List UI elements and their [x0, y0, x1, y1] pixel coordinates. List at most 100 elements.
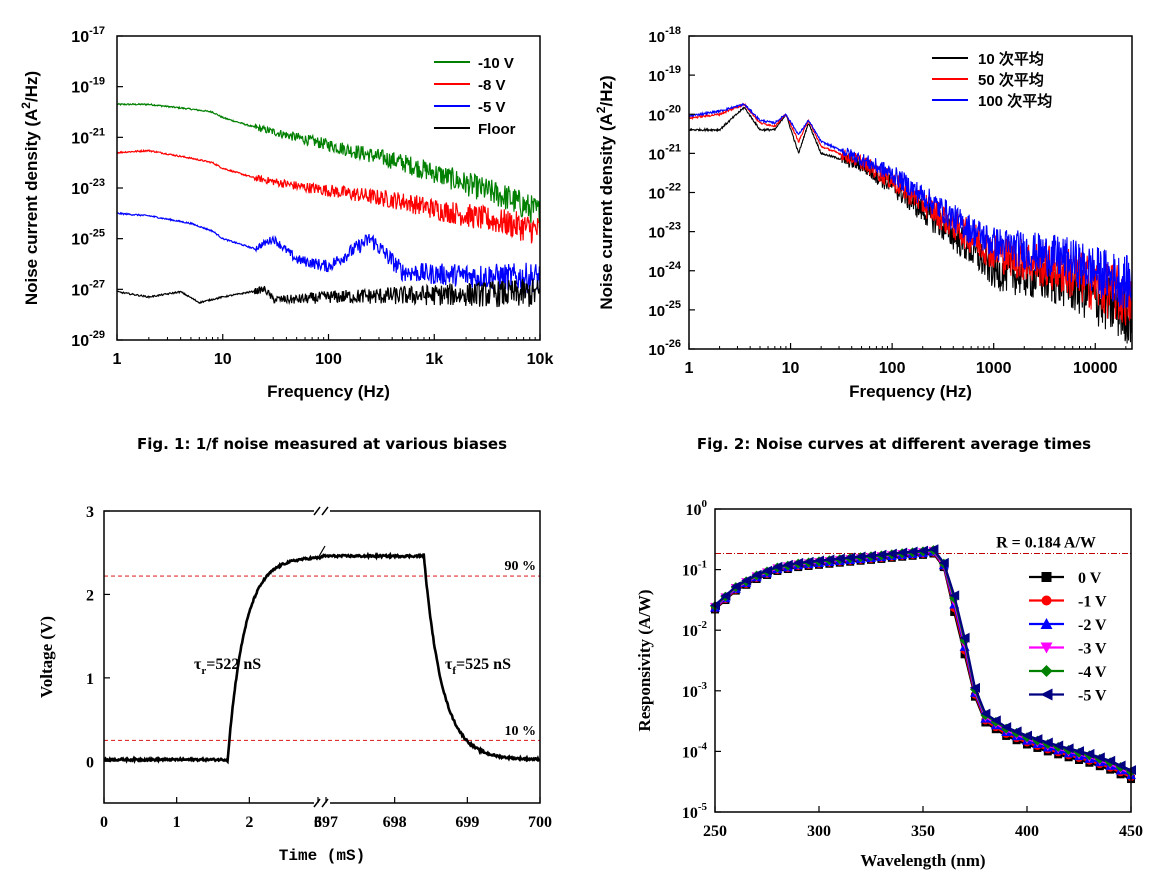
legend-label: -2 V: [1078, 617, 1107, 634]
y-tick-label: 10-26: [648, 338, 681, 359]
y-tick-label: 10-29: [71, 329, 105, 350]
x-tick-label: 2: [245, 814, 253, 831]
series-line-2: [714, 550, 1132, 777]
y-tick-label: 10-23: [71, 177, 105, 198]
rise-time-label: τr=522 nS: [194, 656, 261, 677]
marker-triangle-left: [1105, 755, 1116, 766]
chart-fig2: 1 10 100 1000 10000 10-26 10-25 10-24 10-23 10-22…: [594, 25, 1133, 401]
y-tick-label: 2: [86, 587, 94, 604]
y-axis-label: Noise current density (A2/Hz): [594, 75, 616, 309]
legend-label: 0 V: [1078, 570, 1102, 587]
y-tick-label: 1: [86, 671, 94, 688]
marker-triangle-left: [876, 549, 887, 560]
y-tick-label: 10-18: [648, 25, 681, 46]
marker-triangle-left: [793, 557, 804, 568]
voltage-waveform: [103, 551, 541, 765]
marker-triangle-down: [1040, 642, 1053, 654]
axis-break-mark: [313, 506, 321, 516]
y-tick-label: 10-17: [71, 25, 105, 46]
axis-break-mark: [321, 506, 329, 516]
marker-triangle-left: [886, 548, 897, 559]
x-tick-label: 10000: [1073, 360, 1118, 377]
reference-line-label: R = 0.184 A/W: [996, 535, 1096, 552]
x-tick-label: 100: [315, 351, 342, 368]
marker-triangle-left: [1053, 740, 1064, 751]
x-tick-label: 350: [911, 823, 935, 840]
x-tick-label: 700: [528, 814, 552, 831]
marker-triangle-left: [1042, 737, 1053, 748]
marker-triangle-left: [1074, 746, 1084, 757]
x-tick-label: 10: [214, 351, 232, 368]
y-tick-label: 10-19: [648, 64, 681, 85]
y-tick-label: 10-23: [648, 221, 681, 242]
caption-fig2: Fig. 2: Noise curves at different averag…: [697, 435, 1091, 453]
series-line-0: [116, 102, 541, 229]
marker-triangle-left: [1011, 726, 1022, 737]
x-tick-label: 3: [314, 814, 322, 831]
marker-triangle-left: [1115, 760, 1126, 771]
chart-fig4: R = 0.184 A/W 250 300 350 400 450 10-5 10-4 10-3…: [635, 498, 1143, 870]
x-tick-label: 698: [383, 814, 407, 831]
y-tick-label: 10-24: [648, 260, 681, 281]
marker-triangle-left: [814, 555, 824, 566]
series-line-4: [714, 548, 1132, 773]
legend-label: 10 次平均: [978, 50, 1044, 68]
y-tick-label: 10-21: [71, 126, 105, 147]
marker-triangle-left: [741, 575, 752, 586]
marker-triangle-left: [1084, 748, 1095, 759]
marker-triangle-left: [959, 632, 970, 643]
x-tick-label: 1: [173, 814, 181, 831]
x-tick-label: 10k: [527, 351, 554, 368]
y-tick-label: 10-22: [648, 182, 681, 203]
x-tick-label: 0: [100, 814, 108, 831]
marker-triangle-left: [772, 561, 783, 572]
x-tick-label: 100: [879, 360, 906, 377]
marker-triangle-left: [1022, 730, 1032, 741]
marker-triangle-left: [782, 559, 793, 570]
fall-time-label: τf=525 nS: [445, 656, 511, 677]
x-tick-label: 1000: [976, 360, 1012, 377]
series-line-2: [688, 102, 1133, 309]
y-tick-label: 10-5: [682, 801, 708, 822]
y-axis-label: Voltage (V): [37, 616, 56, 698]
legend-label: -3 V: [1078, 641, 1107, 658]
series-line-2: [116, 211, 541, 294]
legend-label: -10 V: [478, 55, 514, 72]
marker-triangle-left: [990, 715, 1001, 726]
marker-triangle-left: [834, 553, 845, 564]
x-tick-label: 1k: [425, 351, 443, 368]
marker-triangle-left: [824, 554, 835, 565]
marker-triangle-left: [845, 552, 856, 563]
x-tick-label: 450: [1119, 823, 1143, 840]
legend-label: -8 V: [478, 77, 506, 94]
marker-square: [1041, 572, 1052, 582]
marker-triangle-left: [803, 556, 814, 567]
series-line-1: [117, 148, 541, 244]
y-tick-label: 10-2: [682, 619, 708, 640]
y-tick-label: 10-27: [71, 278, 105, 299]
series-line-3: [714, 549, 1132, 775]
caption-fig1: Fig. 1: 1/f noise measured at various bi…: [137, 435, 507, 453]
marker-triangle-left: [938, 557, 949, 568]
axis-break-mask-top: [314, 506, 330, 516]
x-tick-label: 10: [782, 360, 800, 377]
x-axis-label: Frequency (Hz): [849, 382, 972, 401]
series-line-5: [714, 548, 1132, 772]
series-line-1: [714, 551, 1132, 779]
legend-label: 100 次平均: [978, 92, 1052, 110]
marker-triangle-left: [949, 590, 960, 601]
marker-triangle-left: [730, 581, 741, 592]
marker-diamond: [1040, 665, 1053, 677]
x-tick-label: 697: [314, 814, 338, 831]
axis-break-mask: [314, 798, 330, 808]
chart-fig1: 1 10 100 1k 10k 10-29 10-27 10-25 10-23 10-21 10-1…: [19, 25, 553, 401]
y-tick-label: 10-19: [71, 76, 105, 97]
x-tick-label: 300: [807, 823, 831, 840]
marker-triangle-left: [918, 545, 928, 556]
marker-triangle-left: [1063, 743, 1074, 754]
marker-triangle-left: [1001, 722, 1012, 733]
y-tick-label: 10-20: [648, 103, 681, 124]
y-tick-label: 100: [686, 498, 708, 519]
legend-label: -1 V: [1078, 594, 1107, 611]
